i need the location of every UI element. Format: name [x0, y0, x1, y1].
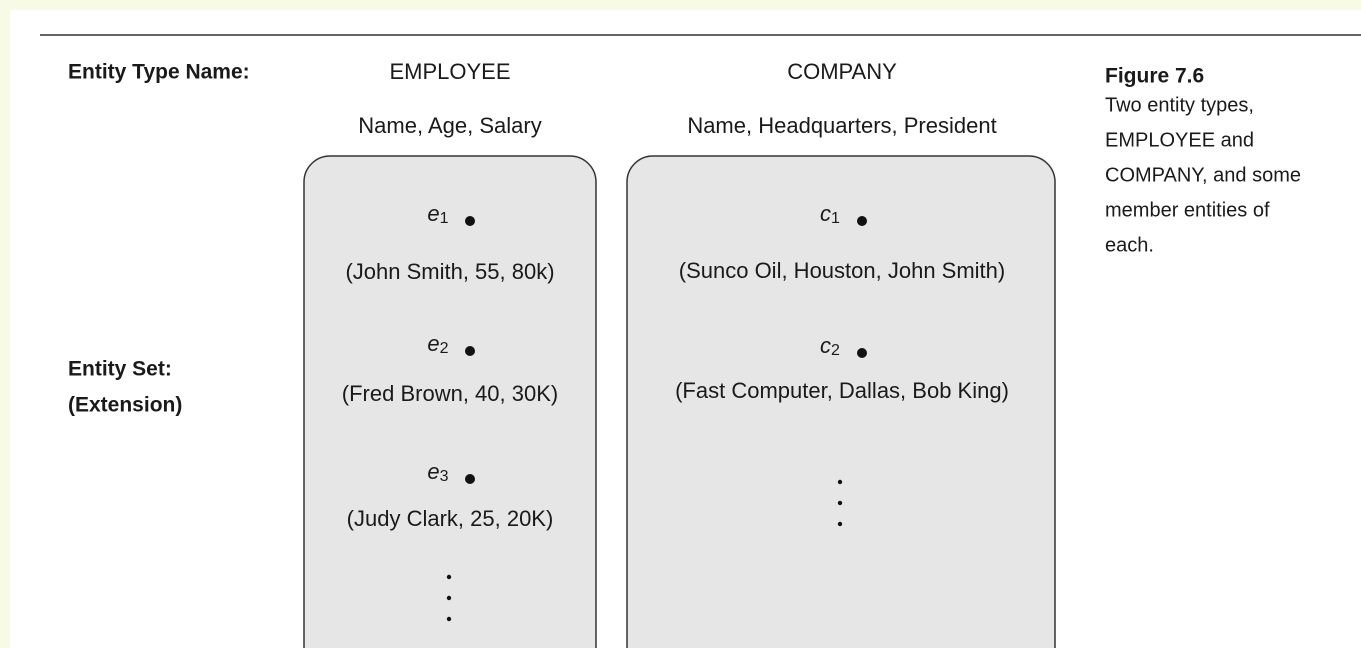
entity-tuple: (Fast Computer, Dallas, Bob King) — [675, 378, 1009, 403]
type-name: COMPANY — [787, 59, 897, 84]
type-label: Entity Type Name: — [68, 61, 250, 84]
entity-tuple: (Sunco Oil, Houston, John Smith) — [679, 258, 1005, 283]
entity-symbol: c — [820, 333, 831, 358]
caption-line: Two entity types, — [1105, 94, 1254, 116]
entity-symbol: c — [820, 201, 831, 226]
ellipsis-dot — [837, 479, 843, 485]
caption-line: each. — [1105, 234, 1154, 256]
entity-tuple: (Fred Brown, 40, 30K) — [342, 381, 558, 406]
entity-index: 1 — [440, 210, 449, 227]
entity-tuple: (John Smith, 55, 80k) — [345, 259, 554, 284]
entity-symbol: e — [427, 201, 439, 226]
caption-title: Figure 7.6 — [1105, 65, 1204, 88]
entity-dot — [465, 474, 475, 484]
entity-dot — [857, 348, 867, 358]
entity-symbol: e — [427, 459, 439, 484]
ellipsis-dot — [837, 500, 843, 506]
entity-id: e1 — [427, 201, 448, 227]
entity-tuple: (Judy Clark, 25, 20K) — [347, 506, 554, 531]
ellipsis-dot — [446, 574, 452, 580]
entity-id: c2 — [820, 333, 840, 359]
entity-id: e2 — [427, 331, 448, 357]
caption-line: member entities of — [1105, 199, 1270, 221]
attributes: Name, Headquarters, President — [687, 113, 996, 138]
entity-index: 2 — [831, 342, 840, 359]
entity-index: 1 — [831, 210, 840, 227]
attributes: Name, Age, Salary — [358, 113, 541, 138]
entity-index: 2 — [440, 340, 449, 357]
ellipsis-dot — [446, 595, 452, 601]
entity-set-box — [303, 155, 597, 648]
entity-dot — [857, 216, 867, 226]
entity-symbol: e — [427, 331, 439, 356]
entity-dot — [465, 216, 475, 226]
ellipsis-dot — [837, 521, 843, 527]
set-label: Entity Set: — [68, 358, 172, 381]
entity-id: e3 — [427, 459, 448, 485]
type-name: EMPLOYEE — [389, 59, 510, 84]
entity-index: 3 — [440, 468, 449, 485]
set-label: (Extension) — [68, 394, 182, 417]
caption-line: COMPANY, and some — [1105, 164, 1301, 186]
ellipsis-dot — [446, 616, 452, 622]
entity-set-box — [626, 155, 1056, 648]
entity-dot — [465, 346, 475, 356]
caption-line: EMPLOYEE and — [1105, 129, 1254, 151]
entity-id: c1 — [820, 201, 840, 227]
